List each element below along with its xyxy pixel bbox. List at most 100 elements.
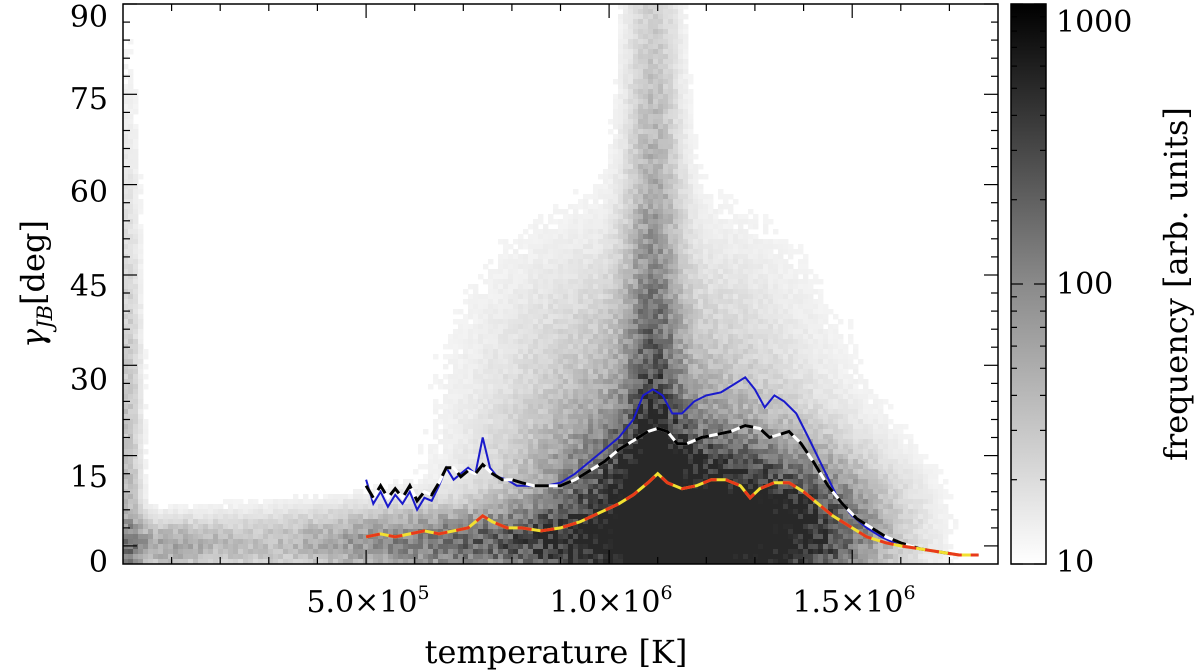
heatmap-cell	[658, 544, 664, 550]
heatmap-cell	[518, 469, 524, 475]
heatmap-cell	[418, 489, 424, 495]
heatmap-cell	[613, 554, 619, 560]
heatmap-cell	[478, 529, 484, 535]
heatmap-cell	[588, 499, 594, 505]
heatmap-cell	[573, 304, 579, 310]
heatmap-cell	[618, 209, 624, 215]
heatmap-cell	[678, 404, 684, 410]
heatmap-cell	[548, 284, 554, 290]
heatmap-cell	[463, 389, 469, 395]
heatmap-cell	[543, 434, 549, 440]
heatmap-cell	[673, 409, 679, 415]
heatmap-cell	[568, 294, 574, 300]
heatmap-cell	[158, 554, 164, 560]
heatmap-cell	[473, 549, 479, 555]
heatmap-cell	[443, 489, 449, 495]
heatmap-cell	[518, 299, 524, 305]
heatmap-cell	[478, 354, 484, 360]
heatmap-cell	[658, 444, 664, 450]
heatmap-cell	[658, 424, 664, 430]
heatmap-cell	[638, 329, 644, 335]
heatmap-cell	[433, 494, 439, 500]
heatmap-cell	[618, 489, 624, 495]
heatmap-cell	[553, 399, 559, 405]
heatmap-cell	[508, 534, 514, 540]
heatmap-cell	[138, 404, 144, 410]
heatmap-cell	[293, 499, 299, 505]
heatmap-cell	[478, 494, 484, 500]
heatmap-cell	[598, 174, 604, 180]
heatmap-cell	[588, 399, 594, 405]
heatmap-cell	[433, 479, 439, 485]
heatmap-cell	[558, 474, 564, 480]
heatmap-cell	[598, 384, 604, 390]
heatmap-cell	[133, 534, 139, 540]
heatmap-cell	[468, 409, 474, 415]
heatmap-cell	[623, 419, 629, 425]
heatmap-cell	[248, 514, 254, 520]
heatmap-cell	[503, 339, 509, 345]
heatmap-cell	[608, 214, 614, 220]
heatmap-cell	[468, 299, 474, 305]
heatmap-cell	[648, 119, 654, 125]
heatmap-cell	[493, 329, 499, 335]
heatmap-cell	[573, 489, 579, 495]
heatmap-cell	[588, 224, 594, 230]
heatmap-cell	[673, 489, 679, 495]
heatmap-cell	[678, 199, 684, 205]
heatmap-cell	[603, 529, 609, 535]
heatmap-cell	[478, 404, 484, 410]
heatmap-cell	[658, 24, 664, 30]
heatmap-cell	[628, 414, 634, 420]
heatmap-cell	[648, 39, 654, 45]
heatmap-cell	[603, 254, 609, 260]
heatmap-cell	[503, 289, 509, 295]
heatmap-cell	[588, 244, 594, 250]
heatmap-cell	[623, 264, 629, 270]
heatmap-cell	[593, 489, 599, 495]
heatmap-cell	[518, 264, 524, 270]
heatmap-cell	[613, 99, 619, 105]
heatmap-cell	[673, 39, 679, 45]
heatmap-cell	[568, 249, 574, 255]
heatmap-cell	[133, 194, 139, 200]
heatmap-cell	[583, 359, 589, 365]
heatmap-cell	[513, 469, 519, 475]
heatmap-cell	[128, 504, 134, 510]
heatmap-cell	[488, 324, 494, 330]
heatmap-cell	[148, 524, 154, 530]
heatmap-cell	[583, 544, 589, 550]
heatmap-cell	[678, 59, 684, 65]
heatmap-cell	[568, 324, 574, 330]
heatmap-cell	[148, 539, 154, 545]
heatmap-cell	[328, 529, 334, 535]
heatmap-cell	[663, 329, 669, 335]
heatmap-cell	[518, 544, 524, 550]
heatmap-cell	[658, 404, 664, 410]
heatmap-cell	[673, 274, 679, 280]
heatmap-cell	[603, 394, 609, 400]
heatmap-cell	[608, 559, 614, 564]
heatmap-cell	[533, 549, 539, 555]
heatmap-cell	[143, 494, 149, 500]
heatmap-cell	[493, 514, 499, 520]
heatmap-cell	[623, 229, 629, 235]
heatmap-cell	[233, 509, 239, 515]
heatmap-cell	[353, 529, 359, 535]
heatmap-cell	[353, 489, 359, 495]
heatmap-cell	[633, 389, 639, 395]
heatmap-cell	[638, 549, 644, 555]
heatmap-cell	[633, 259, 639, 265]
heatmap-cell	[138, 414, 144, 420]
heatmap-cell	[618, 524, 624, 530]
heatmap-cell	[133, 364, 139, 370]
heatmap-cell	[493, 279, 499, 285]
heatmap-cell	[138, 459, 144, 465]
heatmap-cell	[508, 339, 514, 345]
heatmap-cell	[603, 384, 609, 390]
heatmap-cell	[533, 464, 539, 470]
heatmap-cell	[623, 34, 629, 40]
heatmap-cell	[463, 419, 469, 425]
heatmap-cell	[648, 219, 654, 225]
heatmap-cell	[623, 54, 629, 60]
